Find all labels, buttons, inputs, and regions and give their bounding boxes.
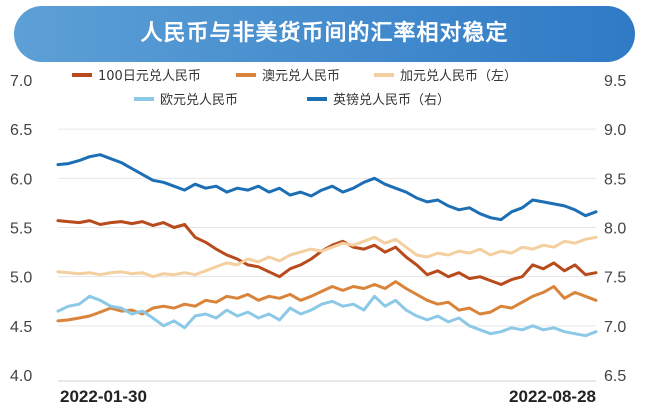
title-banner: 人民币与非美货币间的汇率相对稳定 [14, 6, 635, 62]
legend-label: 加元兑人民币（左） [400, 69, 517, 84]
y-left-tick-label: 7.0 [10, 73, 32, 90]
y-right-tick-label: 6.5 [604, 368, 626, 385]
legend-label: 英镑兑人民币（右） [333, 92, 450, 108]
series-line-3 [56, 294, 598, 338]
y-left-tick-label: 6.5 [10, 122, 32, 139]
y-right-tick-label: 7.5 [604, 270, 626, 287]
legend-label: 100日元兑人民币 [98, 69, 201, 84]
legend-label: 澳元兑人民币 [262, 68, 340, 84]
legend-label: 欧元兑人民币 [160, 93, 238, 108]
y-left-tick-label: 5.0 [10, 270, 32, 287]
y-right-tick-label: 9.5 [604, 73, 626, 90]
x-tick-label: 2022-01-30 [60, 387, 147, 406]
series-line-1 [56, 280, 598, 323]
y-left-tick-label: 4.0 [10, 368, 32, 385]
chart-title: 人民币与非美货币间的汇率相对稳定 [140, 21, 509, 46]
series-line-4 [56, 153, 598, 222]
y-left-tick-label: 4.5 [10, 319, 32, 336]
y-left-tick-label: 5.5 [10, 221, 32, 238]
x-tick-label: 2022-08-28 [509, 387, 596, 406]
y-right-tick-label: 8.5 [604, 171, 626, 188]
y-right-tick-label: 9.0 [604, 122, 626, 139]
y-right-tick-label: 7.0 [604, 319, 626, 336]
series-line-2 [56, 235, 598, 279]
y-right-tick-label: 8.0 [604, 221, 626, 238]
y-left-tick-label: 6.0 [10, 171, 32, 188]
